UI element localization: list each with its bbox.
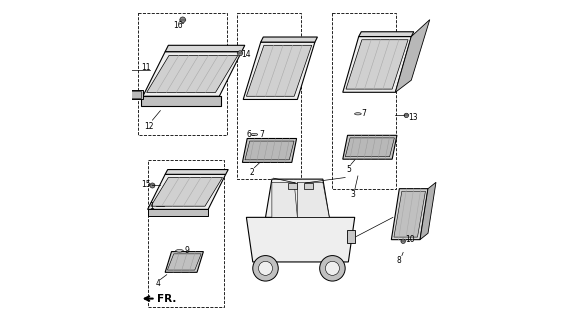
Bar bbox=[347, 230, 354, 243]
Text: 11: 11 bbox=[141, 63, 151, 72]
Text: 16: 16 bbox=[173, 21, 183, 30]
Text: 5: 5 bbox=[347, 165, 352, 174]
Circle shape bbox=[253, 256, 278, 281]
Circle shape bbox=[325, 261, 339, 275]
Bar bbox=[237, 13, 300, 179]
Text: 4: 4 bbox=[155, 279, 161, 288]
Polygon shape bbox=[420, 182, 436, 240]
Polygon shape bbox=[243, 42, 315, 100]
Polygon shape bbox=[359, 32, 414, 36]
Circle shape bbox=[404, 113, 409, 118]
Polygon shape bbox=[345, 138, 395, 157]
Polygon shape bbox=[394, 191, 425, 237]
Polygon shape bbox=[141, 96, 221, 106]
Text: 15: 15 bbox=[141, 180, 151, 189]
Text: 12: 12 bbox=[144, 122, 154, 131]
Text: 9: 9 bbox=[184, 246, 189, 255]
Polygon shape bbox=[151, 178, 222, 206]
Circle shape bbox=[237, 51, 243, 56]
Text: 10: 10 bbox=[404, 235, 414, 244]
Polygon shape bbox=[343, 36, 411, 92]
Ellipse shape bbox=[251, 133, 258, 136]
Polygon shape bbox=[168, 254, 201, 270]
Text: 8: 8 bbox=[396, 256, 401, 265]
Text: FR.: FR. bbox=[157, 293, 176, 304]
Polygon shape bbox=[129, 92, 141, 98]
Polygon shape bbox=[148, 209, 208, 216]
Polygon shape bbox=[265, 179, 329, 217]
Text: 13: 13 bbox=[408, 113, 418, 122]
Bar bbox=[138, 13, 228, 134]
Polygon shape bbox=[165, 45, 245, 52]
Polygon shape bbox=[245, 141, 294, 160]
Circle shape bbox=[180, 17, 186, 23]
Circle shape bbox=[258, 261, 272, 275]
Text: 1: 1 bbox=[149, 202, 154, 211]
Polygon shape bbox=[272, 182, 297, 217]
Text: 2: 2 bbox=[250, 168, 254, 177]
Text: 7: 7 bbox=[361, 109, 366, 118]
Polygon shape bbox=[148, 174, 226, 209]
Bar bbox=[288, 183, 297, 189]
Polygon shape bbox=[147, 55, 238, 92]
Polygon shape bbox=[297, 182, 329, 217]
Polygon shape bbox=[395, 20, 430, 92]
Polygon shape bbox=[243, 139, 297, 162]
Text: 14: 14 bbox=[242, 50, 251, 59]
Polygon shape bbox=[165, 170, 228, 174]
Bar bbox=[332, 13, 396, 189]
Polygon shape bbox=[127, 90, 143, 100]
Ellipse shape bbox=[176, 250, 183, 252]
Circle shape bbox=[150, 183, 155, 188]
Circle shape bbox=[401, 239, 406, 244]
Text: 3: 3 bbox=[350, 190, 355, 199]
Polygon shape bbox=[246, 45, 312, 96]
Text: 7: 7 bbox=[259, 130, 264, 139]
Polygon shape bbox=[343, 135, 397, 159]
Ellipse shape bbox=[354, 113, 361, 115]
Polygon shape bbox=[246, 217, 354, 262]
Polygon shape bbox=[143, 52, 242, 96]
Bar bbox=[304, 183, 313, 189]
Polygon shape bbox=[346, 40, 408, 89]
Bar bbox=[148, 160, 224, 307]
Polygon shape bbox=[165, 252, 203, 272]
Polygon shape bbox=[391, 189, 428, 240]
Text: 6: 6 bbox=[246, 130, 251, 139]
Circle shape bbox=[320, 256, 345, 281]
Polygon shape bbox=[261, 37, 317, 42]
